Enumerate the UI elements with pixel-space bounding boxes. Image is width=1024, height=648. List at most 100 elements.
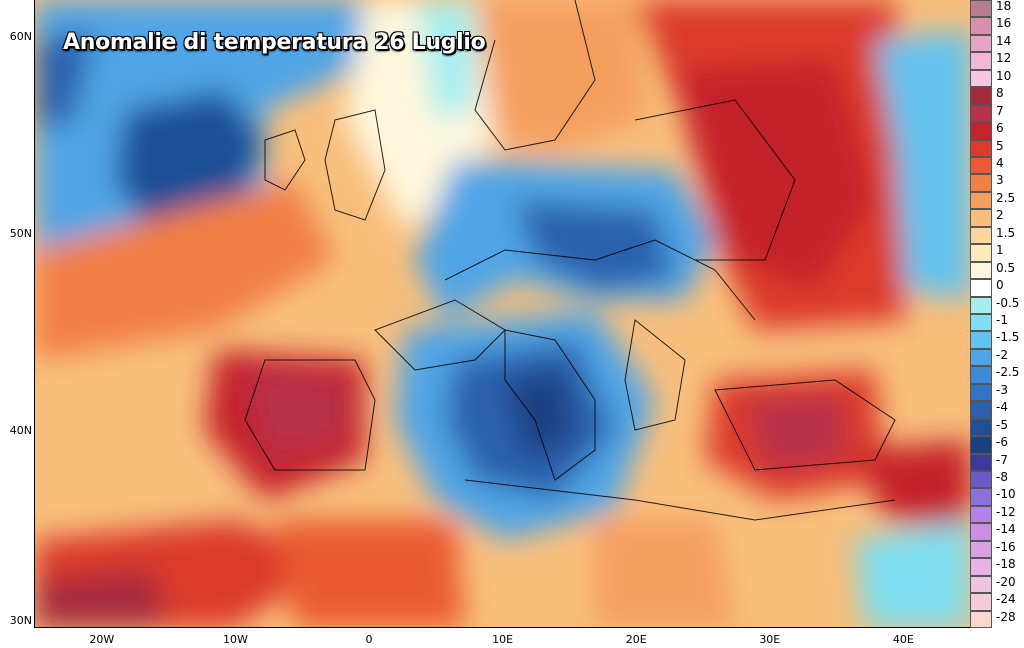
colorbar-label: 5 (996, 138, 1004, 153)
colorbar-label: -2 (996, 347, 1008, 362)
colorbar-swatch (970, 296, 992, 314)
colorbar-label: 18 (996, 0, 1012, 13)
latitude-label: 40N (9, 424, 32, 437)
colorbar-label: -0.5 (996, 295, 1020, 310)
colorbar-level: -1 (970, 313, 1024, 332)
longitude-label: 10E (492, 633, 514, 646)
colorbar-swatch (970, 453, 992, 471)
colorbar-level: -10 (970, 487, 1024, 506)
colorbar-swatch (970, 69, 992, 88)
colorbar-swatch (970, 261, 992, 280)
colorbar-level: 2 (970, 208, 1024, 227)
colorbar-level: -18 (970, 557, 1024, 576)
colorbar-label: -12 (996, 504, 1016, 519)
colorbar-level: -5 (970, 418, 1024, 437)
colorbar-swatch (970, 34, 992, 53)
colorbar-level: -7 (970, 452, 1024, 471)
colorbar-label: -4 (996, 400, 1008, 415)
latitude-label: 30N (9, 614, 32, 627)
colorbar-level: -28 (970, 609, 1024, 628)
colorbar-swatch (970, 575, 992, 594)
colorbar-label: 12 (996, 51, 1012, 66)
colorbar-label: 6 (996, 121, 1004, 136)
colorbar-swatch (970, 540, 992, 559)
colorbar-level: -3 (970, 382, 1024, 402)
anomaly-map: Anomalie di temperatura 26 Luglio (34, 0, 970, 628)
colorbar-swatch (970, 122, 992, 140)
colorbar-swatch (970, 558, 992, 576)
colorbar-swatch (970, 0, 992, 18)
colorbar-label: -3 (996, 382, 1008, 397)
colorbar-label: -10 (996, 487, 1016, 502)
colorbar-level: -16 (970, 539, 1024, 559)
colorbar-label: -14 (996, 522, 1016, 537)
colorbar-swatch (970, 191, 992, 210)
colorbar-legend: 18 16 14 12 10 8 7 6 5 4 3 2.5 2 1.5 1 0.5 0 -0.5 -1 -1.5 -2… (970, 0, 1024, 628)
colorbar-swatch (970, 418, 992, 437)
colorbar-swatch (970, 523, 992, 541)
colorbar-swatch (970, 174, 992, 192)
colorbar-label: 14 (996, 33, 1012, 48)
colorbar-swatch (970, 17, 992, 35)
colorbar-label: 16 (996, 16, 1012, 31)
colorbar-swatch (970, 244, 992, 262)
colorbar-level: -0.5 (970, 295, 1024, 314)
colorbar-level: -1.5 (970, 330, 1024, 349)
colorbar-level: -4 (970, 400, 1024, 419)
colorbar-level: 4 (970, 156, 1024, 175)
colorbar-level: -2 (970, 347, 1024, 367)
colorbar-swatch (970, 436, 992, 454)
colorbar-level: -6 (970, 435, 1024, 454)
colorbar-label: 1.5 (996, 225, 1016, 240)
colorbar-level: 16 (970, 16, 1024, 35)
colorbar-label: 2 (996, 208, 1004, 223)
colorbar-swatch (970, 366, 992, 384)
colorbar-swatch (970, 52, 992, 70)
colorbar-label: -7 (996, 452, 1008, 467)
latitude-label: 50N (9, 227, 32, 240)
colorbar-label: -24 (996, 592, 1016, 607)
colorbar-swatch (970, 348, 992, 367)
colorbar-level: -14 (970, 522, 1024, 541)
colorbar-label: -20 (996, 574, 1016, 589)
colorbar-level: 0.5 (970, 260, 1024, 280)
colorbar-swatch (970, 157, 992, 175)
colorbar-label: 0.5 (996, 260, 1016, 275)
longitude-label: 30E (759, 633, 781, 646)
longitude-label: 20W (89, 633, 115, 646)
colorbar-swatch (970, 139, 992, 157)
colorbar-level: -20 (970, 574, 1024, 594)
colorbar-swatch (970, 209, 992, 227)
colorbar-swatch (970, 226, 992, 245)
colorbar-label: -8 (996, 470, 1008, 484)
colorbar-label: 0 (996, 278, 1004, 293)
colorbar-swatch (970, 505, 992, 524)
map-title: Anomalie di temperatura 26 Luglio (63, 30, 486, 55)
colorbar-swatch (970, 488, 992, 506)
longitude-label: 20E (625, 633, 647, 646)
latitude-label: 60N (9, 30, 32, 43)
anomaly-field (35, 0, 970, 627)
colorbar-label: 1 (996, 243, 1004, 258)
colorbar-level: 2.5 (970, 191, 1024, 210)
colorbar-level: 6 (970, 121, 1024, 140)
longitude-label: 0 (365, 633, 373, 646)
colorbar-level: 14 (970, 33, 1024, 53)
colorbar-label: -18 (996, 557, 1016, 572)
colorbar-level: 1 (970, 243, 1024, 262)
colorbar-label: -6 (996, 435, 1008, 450)
colorbar-level: -8 (970, 470, 1024, 489)
colorbar-level: 3 (970, 173, 1024, 192)
colorbar-swatch (970, 104, 992, 123)
colorbar-swatch (970, 471, 992, 489)
colorbar-label: 8 (996, 86, 1004, 101)
longitude-label: 10W (222, 633, 248, 646)
colorbar-level: -2.5 (970, 365, 1024, 384)
colorbar-label: -16 (996, 539, 1016, 554)
colorbar-level: 7 (970, 104, 1024, 123)
colorbar-label: -28 (996, 609, 1016, 624)
colorbar-swatch (970, 87, 992, 105)
coastlines (244, 0, 896, 521)
colorbar-level: 1.5 (970, 225, 1024, 245)
colorbar-level: 10 (970, 69, 1024, 88)
